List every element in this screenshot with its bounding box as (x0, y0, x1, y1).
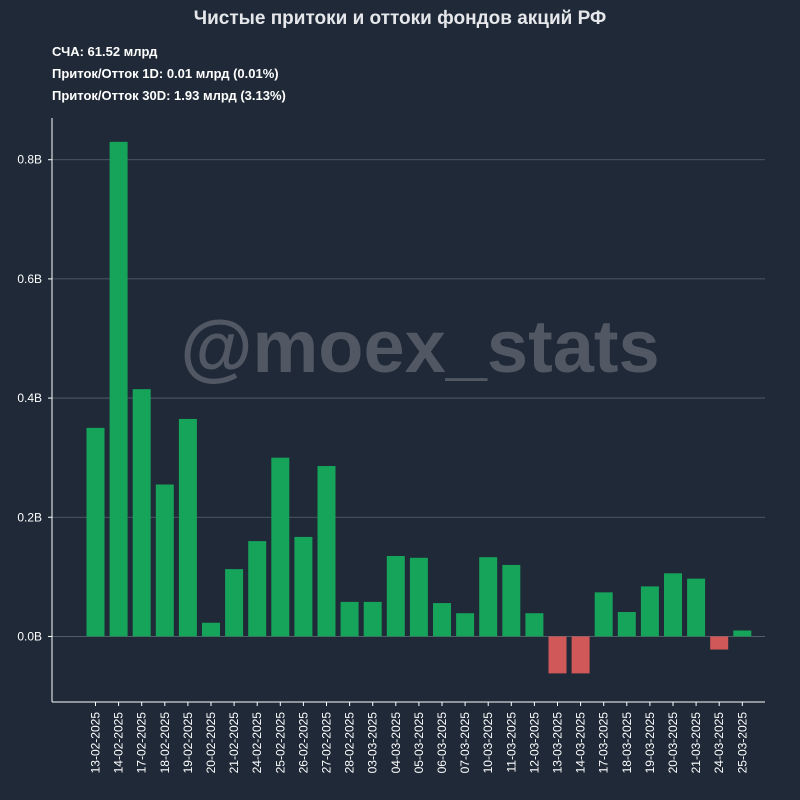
x-tick-label: 07-03-2025 (458, 712, 472, 774)
x-tick-label: 24-03-2025 (712, 712, 726, 774)
y-axis-ticks: 0.0B 0.2B 0.4B 0.6B 0.8B (17, 153, 52, 643)
bar (409, 557, 428, 637)
y-tick-label: 0.0B (17, 629, 42, 643)
x-tick-label: 03-03-2025 (366, 712, 380, 774)
x-tick-label: 19-03-2025 (643, 712, 657, 774)
bar (687, 578, 706, 637)
bar (294, 536, 313, 637)
bar (317, 466, 336, 637)
bar (502, 564, 521, 637)
bar (479, 557, 498, 637)
x-tick-label: 11-03-2025 (504, 712, 518, 773)
y-tick-label: 0.6B (17, 272, 42, 286)
y-tick-label: 0.4B (17, 391, 42, 405)
x-tick-label: 05-03-2025 (412, 712, 426, 774)
x-tick-label: 13-03-2025 (551, 712, 565, 774)
x-tick-label: 17-02-2025 (135, 712, 149, 774)
x-tick-label: 17-03-2025 (597, 712, 611, 774)
bar (202, 622, 220, 637)
x-tick-label: 06-03-2025 (435, 712, 449, 774)
x-tick-label: 04-03-2025 (389, 712, 403, 774)
bar (571, 636, 590, 674)
x-tick-label: 25-02-2025 (273, 712, 287, 774)
bar (594, 592, 613, 637)
y-tick-label: 0.8B (17, 153, 42, 167)
bar (86, 427, 105, 637)
x-tick-label: 28-02-2025 (343, 712, 357, 774)
x-tick-label: 12-03-2025 (527, 712, 541, 774)
bar (248, 541, 267, 637)
bar (109, 141, 128, 637)
bar (710, 636, 729, 650)
x-tick-label: 14-02-2025 (112, 712, 126, 774)
bar (664, 573, 682, 637)
stat-nav: СЧА: 61.52 млрд (52, 44, 158, 59)
bar (433, 603, 451, 637)
bar (178, 418, 197, 637)
bar (525, 613, 544, 637)
bar (225, 569, 244, 637)
chart-title: Чистые притоки и оттоки фондов акций РФ (193, 8, 607, 29)
axes (51, 118, 765, 703)
bar (617, 612, 636, 637)
bar (733, 630, 752, 637)
y-tick-label: 0.2B (17, 510, 42, 524)
x-tick-label: 27-02-2025 (320, 712, 334, 774)
x-tick-label: 20-03-2025 (666, 712, 680, 774)
bar (132, 389, 151, 637)
x-tick-label: 25-03-2025 (735, 712, 749, 774)
x-tick-label: 21-03-2025 (689, 712, 703, 774)
bar (155, 484, 174, 637)
bar (548, 636, 567, 674)
bar (386, 556, 405, 637)
x-tick-label: 10-03-2025 (481, 712, 495, 774)
stat-flow-1d: Приток/Отток 1D: 0.01 млрд (0.01%) (52, 66, 279, 81)
x-tick-label: 18-02-2025 (158, 712, 172, 774)
bar (640, 586, 659, 637)
x-axis-ticks: 13-02-2025 14-02-2025 17-02-2025 18-02-2025… (89, 702, 749, 774)
x-tick-label: 21-02-2025 (227, 712, 241, 774)
bar (363, 601, 382, 637)
bar (340, 601, 359, 637)
bars (86, 141, 752, 674)
bar (271, 457, 290, 637)
x-tick-label: 26-02-2025 (296, 712, 310, 774)
stats-block: СЧА: 61.52 млрд Приток/Отток 1D: 0.01 мл… (52, 44, 286, 110)
x-tick-label: 24-02-2025 (250, 712, 264, 774)
x-tick-label: 19-02-2025 (181, 712, 195, 774)
stat-flow-30d: Приток/Отток 30D: 1.93 млрд (3.13%) (52, 88, 286, 103)
x-tick-label: 20-02-2025 (204, 712, 218, 774)
watermark-text: @moex_stats (180, 305, 659, 388)
x-tick-label: 14-03-2025 (574, 712, 588, 774)
x-tick-label: 13-02-2025 (89, 712, 103, 774)
x-tick-label: 18-03-2025 (620, 712, 634, 774)
bar (456, 613, 475, 637)
